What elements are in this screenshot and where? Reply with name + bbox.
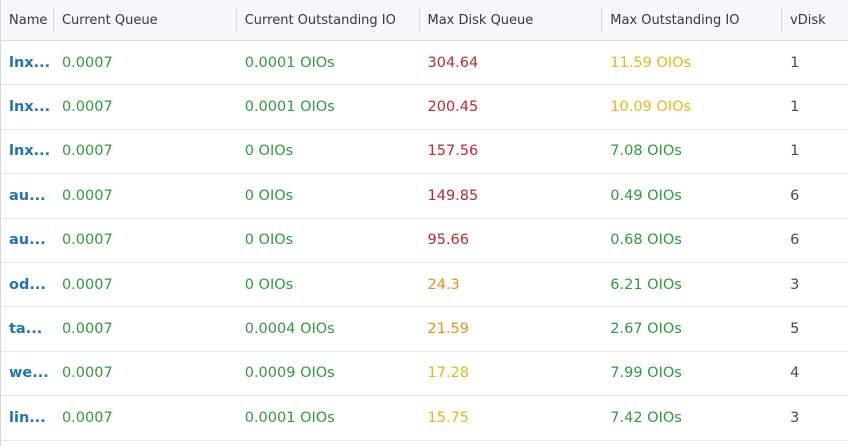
vdisk-count-cell: 6 [790,187,800,204]
current-outstanding-io-cell: 0 OIOs [244,187,294,204]
table-body: lnx... 0.0007 0.0001 OIOs 304.64 11.59 OIOs 1… [1,41,848,441]
current-queue-cell: 0.0007 [61,143,113,160]
vm-name-link[interactable]: we... [9,365,49,382]
max-disk-queue-cell: 17.28 [427,365,470,382]
table-row[interactable]: ta... 0.0007 0.0004 OIOs 21.59 2.67 OIOs 5 [1,307,848,352]
current-outstanding-io-cell: 0.0001 OIOs [244,54,335,71]
vm-name-link[interactable]: lin... [9,409,46,426]
max-disk-queue-cell: 95.66 [427,232,470,249]
current-outstanding-io-cell: 0.0001 OIOs [244,409,335,426]
current-queue-cell: 0.0007 [61,187,113,204]
vm-name-link[interactable]: lnx... [9,99,51,116]
table-row[interactable]: au... 0.0007 0 OIOs 149.85 0.49 OIOs 6 [1,174,848,219]
column-header-max-outstanding-io[interactable]: Max Outstanding IO [602,0,782,40]
table-row[interactable]: au... 0.0007 0 OIOs 95.66 0.68 OIOs 6 [1,219,848,263]
table-row[interactable]: lnx... 0.0007 0.0001 OIOs 304.64 11.59 OIOs 1 [1,41,848,86]
max-outstanding-io-cell: 0.49 OIOs [610,187,682,204]
vm-name-link[interactable]: od... [9,276,46,293]
vm-name-link[interactable]: lnx... [9,54,51,71]
max-outstanding-io-cell: 6.21 OIOs [610,276,682,293]
vdisk-count-cell: 1 [790,143,800,160]
current-queue-cell: 0.0007 [61,365,113,382]
current-outstanding-io-cell: 0.0009 OIOs [244,365,335,382]
max-outstanding-io-cell: 7.08 OIOs [610,143,682,160]
max-disk-queue-cell: 21.59 [427,321,470,338]
current-outstanding-io-cell: 0 OIOs [244,143,294,160]
current-outstanding-io-cell: 0.0001 OIOs [244,99,335,116]
current-outstanding-io-cell: 0 OIOs [244,232,294,249]
max-outstanding-io-cell: 2.67 OIOs [610,321,682,338]
max-outstanding-io-cell: 7.99 OIOs [610,365,682,382]
table-row[interactable]: od... 0.0007 0 OIOs 24.3 6.21 OIOs 3 [1,263,848,308]
current-queue-cell: 0.0007 [61,321,113,338]
column-header-name[interactable]: Name [1,0,54,40]
current-queue-cell: 0.0007 [61,99,113,116]
column-header-vdisk[interactable]: vDisk [790,12,826,28]
current-queue-cell: 0.0007 [61,409,113,426]
max-outstanding-io-cell: 7.42 OIOs [610,409,682,426]
vdisk-count-cell: 4 [790,365,800,382]
vdisk-count-cell: 5 [790,321,800,338]
current-outstanding-io-cell: 0 OIOs [244,276,294,293]
current-queue-cell: 0.0007 [61,276,113,293]
vdisk-count-cell: 3 [790,276,800,293]
max-disk-queue-cell: 15.75 [427,409,470,426]
vdisk-count-cell: 6 [790,232,800,249]
column-header-current-queue[interactable]: Current Queue [54,0,237,40]
max-disk-queue-cell: 149.85 [427,187,479,204]
vm-name-link[interactable]: au... [9,232,46,249]
current-queue-cell: 0.0007 [61,54,113,71]
column-header-max-disk-queue[interactable]: Max Disk Queue [420,0,603,40]
vdisk-count-cell: 1 [790,99,800,116]
table-row[interactable]: lnx... 0.0007 0 OIOs 157.56 7.08 OIOs 1 [1,130,848,175]
table-row[interactable]: lin... 0.0007 0.0001 OIOs 15.75 7.42 OIOs 3 [1,396,848,441]
current-queue-cell: 0.0007 [61,232,113,249]
max-outstanding-io-cell: 0.68 OIOs [610,232,682,249]
vm-name-link[interactable]: au... [9,187,46,204]
max-outstanding-io-cell: 10.09 OIOs [610,99,692,116]
vm-name-link[interactable]: lnx... [9,143,51,160]
vm-name-link[interactable]: ta... [9,321,43,338]
table-header: Name Current Queue Current Outstanding I… [1,0,848,41]
table-row[interactable]: lnx... 0.0007 0.0001 OIOs 200.45 10.09 OIOs 1 [1,85,848,130]
vdisk-count-cell: 1 [790,54,800,71]
column-header-current-outstanding-io[interactable]: Current Outstanding IO [237,0,420,40]
max-disk-queue-cell: 157.56 [427,143,479,160]
max-outstanding-io-cell: 11.59 OIOs [610,54,692,71]
current-outstanding-io-cell: 0.0004 OIOs [244,321,335,338]
vdisk-count-cell: 3 [790,409,800,426]
table-row[interactable]: we... 0.0007 0.0009 OIOs 17.28 7.99 OIOs 4 [1,352,848,397]
max-disk-queue-cell: 304.64 [427,54,479,71]
max-disk-queue-cell: 200.45 [427,99,479,116]
max-disk-queue-cell: 24.3 [427,276,460,293]
